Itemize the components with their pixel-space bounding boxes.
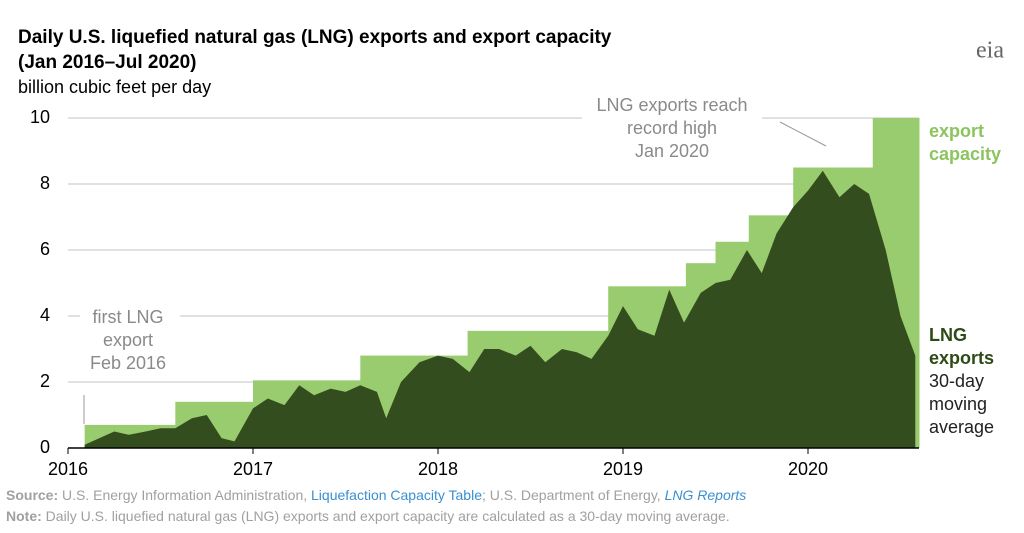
- y-tick-label: 8: [40, 173, 50, 193]
- source-link[interactable]: Liquefaction Capacity Table: [311, 487, 482, 503]
- x-tick-label: 2020: [788, 459, 828, 479]
- x-tick-label: 2019: [603, 459, 643, 479]
- y-tick-label: 10: [30, 107, 50, 127]
- annotation: export: [103, 330, 153, 350]
- chart-title: (Jan 2016–Jul 2020): [18, 52, 197, 73]
- leader-line: [779, 121, 827, 147]
- x-tick-label: 2017: [233, 459, 273, 479]
- annotation: LNG exports reach: [596, 95, 747, 115]
- y-tick-label: 4: [40, 305, 50, 325]
- y-tick-label: 0: [40, 437, 50, 457]
- source-label: Source:: [6, 487, 59, 503]
- label-bg: [582, 94, 762, 164]
- chart-subtitle: billion cubic feet per day: [18, 77, 211, 97]
- note-line: Note: Daily U.S. liquefied natural gas (…: [6, 508, 730, 524]
- chart-title: Daily U.S. liquefied natural gas (LNG) e…: [18, 27, 612, 48]
- y-tick-label: 6: [40, 239, 50, 259]
- annotation: Feb 2016: [90, 353, 166, 373]
- logo: eia: [976, 38, 1004, 64]
- source-link[interactable]: LNG Reports: [664, 487, 747, 503]
- source-text: ; U.S. Department of Energy,: [481, 487, 661, 503]
- x-tick-label: 2016: [48, 459, 88, 479]
- series-label: 30-day moving average: [929, 371, 994, 437]
- series-label: LNG exports: [929, 325, 994, 368]
- note-text: Daily U.S. liquefied natural gas (LNG) e…: [45, 508, 730, 524]
- annotation: Jan 2020: [635, 141, 709, 161]
- annotation: first LNG: [92, 307, 163, 327]
- y-tick-label: 2: [40, 371, 50, 391]
- series-label: export capacity: [929, 121, 1001, 164]
- x-tick-label: 2018: [418, 459, 458, 479]
- source-text: U.S. Energy Information Administration,: [62, 487, 308, 503]
- source-line: Source: U.S. Energy Information Administ…: [6, 487, 746, 503]
- exports-area: [84, 170, 916, 449]
- label-bg: [80, 306, 180, 376]
- note-label: Note:: [6, 508, 42, 524]
- annotation: record high: [627, 118, 717, 138]
- chart: Daily U.S. liquefied natural gas (LNG) e…: [18, 27, 1004, 479]
